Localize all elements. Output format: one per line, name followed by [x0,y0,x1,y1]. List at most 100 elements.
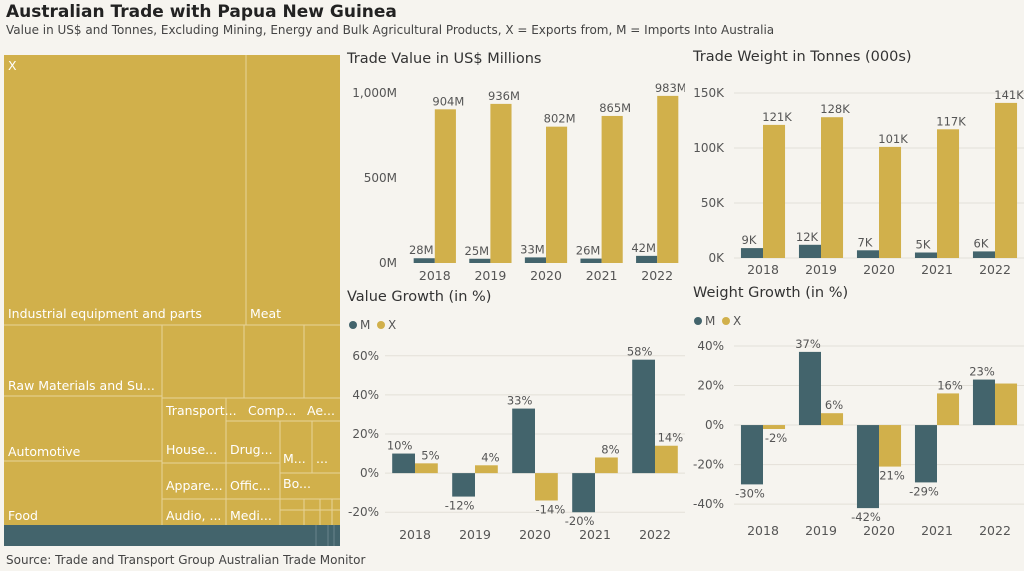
trade-weight-xtick-label: 2022 [979,262,1011,277]
treemap-exports: X Industrial equipment and parts Meat Ra… [4,55,340,546]
treemap-label-food: Food [8,508,38,523]
trade-weight-chart: 0K 50K 100K 150K 9K 12K 7K 5K 6K 121K 128K 101K 117K… [693,86,1024,277]
value-growth-data-label: 58% [627,345,653,359]
weight-growth-bar-m-2018 [740,425,763,485]
trade-weight-xtick-label: 2020 [863,262,895,277]
weight-growth-bar-x-2018 [763,425,786,430]
weight-growth-bar-m-2022 [972,379,995,426]
trade-value-bar-x-2020 [546,126,568,263]
trade-value-xtick-label: 2019 [474,268,506,283]
weight-growth-xtick-label: 2021 [921,523,953,538]
trade-value-ytick-label: 500M [364,171,397,185]
weight-growth-data-label: 21% [879,469,905,483]
value-growth-bar-x-2022 [655,445,678,474]
weight-growth-bar-m-2020 [856,425,879,509]
weight-growth-data-label: -30% [735,486,765,500]
trade-value-bar-x-2021 [601,115,623,263]
value-growth-bar-m-2018 [392,453,415,474]
weight-growth-ytick-label: -40% [693,497,724,511]
value-growth-bar-m-2022 [632,359,655,474]
trade-weight-title: Trade Weight in Tonnes (000s) [693,49,912,65]
trade-value-data-label: 983M [655,81,685,95]
value-growth-bar-x-2018 [415,463,438,474]
weight-growth-ytick-label: 20% [697,379,724,393]
trade-weight-ytick-label: 150K [693,86,725,100]
value-growth-bar-x-2020 [535,473,558,501]
legend-m-marker [349,321,357,329]
trade-value-bar-m-2018 [413,258,435,263]
weight-growth-bar-x-2022 [995,383,1018,426]
trade-weight-ytick-label: 0K [708,251,725,265]
trade-value-data-label: 25M [465,244,490,258]
legend-x-marker [377,321,385,329]
treemap-label-meat: Meat [250,306,281,321]
treemap-label-office: Offic... [230,478,271,493]
trade-weight-ytick-label: 100K [693,141,725,155]
treemap-label-medi: Medi... [230,508,272,523]
trade-weight-data-label: 121K [762,110,792,124]
treemap-label-comp: Comp... [248,403,296,418]
weight-growth-bar-x-2020 [879,425,902,467]
value-growth-data-label: 5% [421,448,439,462]
legend-x-marker [722,317,730,325]
trade-value-bar-m-2022 [636,255,658,263]
treemap-label-industrial: Industrial equipment and parts [8,306,202,321]
value-growth-data-label: -12% [445,499,475,513]
trade-value-ytick-label: 1,000M [352,86,397,100]
treemap-label-m: M... [283,451,306,466]
weight-growth-data-label: 37% [795,337,821,351]
trade-weight-data-label: 7K [858,235,873,249]
weight-growth-xtick-label: 2020 [863,523,895,538]
trade-value-xtick-label: 2021 [586,268,618,283]
weight-growth-bar-m-2019 [798,351,821,426]
treemap-label-apparel: Appare... [166,478,223,493]
treemap-label-automotive: Automotive [8,444,81,459]
value-growth-xtick-label: 2019 [459,527,491,542]
trade-weight-data-label: 141K [994,88,1024,102]
trade-value-data-label: 904M [432,94,464,108]
legend-m-marker [694,317,702,325]
weight-growth-ytick-label: -20% [693,458,724,472]
value-growth-ytick-label: 40% [352,388,379,402]
trade-weight-data-label: 6K [974,236,989,250]
weight-growth-data-label: -29% [909,484,939,498]
weight-growth-bar-x-2019 [821,413,844,426]
trade-value-data-label: 865M [599,101,631,115]
value-growth-bar-m-2019 [452,473,475,497]
value-growth-title: Value Growth (in %) [347,289,492,305]
value-growth-data-label: 14% [658,431,684,445]
weight-growth-data-label: -2% [765,431,787,445]
weight-growth-xtick-label: 2019 [805,523,837,538]
value-growth-bar-x-2019 [475,465,498,474]
trade-value-data-label: 28M [409,243,434,257]
treemap-imports-strip [4,525,340,546]
value-growth-data-label: -20% [565,514,595,528]
trade-weight-bar-m-2022 [972,251,995,258]
source-note: Source: Trade and Transport Group Austra… [6,553,366,567]
weight-growth-xtick-label: 2022 [979,523,1011,538]
legend-x-label: X [388,318,396,332]
trade-value-xtick-label: 2022 [641,268,673,283]
weight-growth-title: Weight Growth (in %) [693,285,849,301]
weight-growth-chart: -40% -20% 0% 20% 40% M X -30% 37% -42% -29% 23% -2% 6… [693,314,1024,538]
value-growth-ytick-label: 60% [352,349,379,363]
trade-weight-xtick-label: 2018 [747,262,779,277]
trade-value-data-label: 26M [576,244,601,258]
trade-weight-bar-m-2021 [914,252,937,258]
trade-weight-data-label: 128K [820,102,850,116]
trade-weight-bar-x-2021 [937,129,960,258]
weight-growth-xtick-label: 2018 [747,523,779,538]
treemap-label-bo: Bo... [283,476,311,491]
trade-value-data-label: 33M [520,242,545,256]
value-growth-ytick-label: 20% [352,427,379,441]
value-growth-data-label: -14% [536,502,566,516]
legend-m-label: M [360,318,370,332]
page-title: Australian Trade with Papua New Guinea [6,2,397,22]
value-growth-ytick-label: -20% [348,505,379,519]
trade-value-bar-x-2018 [434,109,456,263]
weight-growth-bar-x-2021 [937,393,960,426]
trade-weight-data-label: 12K [796,230,819,244]
treemap-label-drug: Drug... [230,442,273,457]
trade-value-bar-m-2019 [469,258,491,263]
value-growth-xtick-label: 2018 [399,527,431,542]
